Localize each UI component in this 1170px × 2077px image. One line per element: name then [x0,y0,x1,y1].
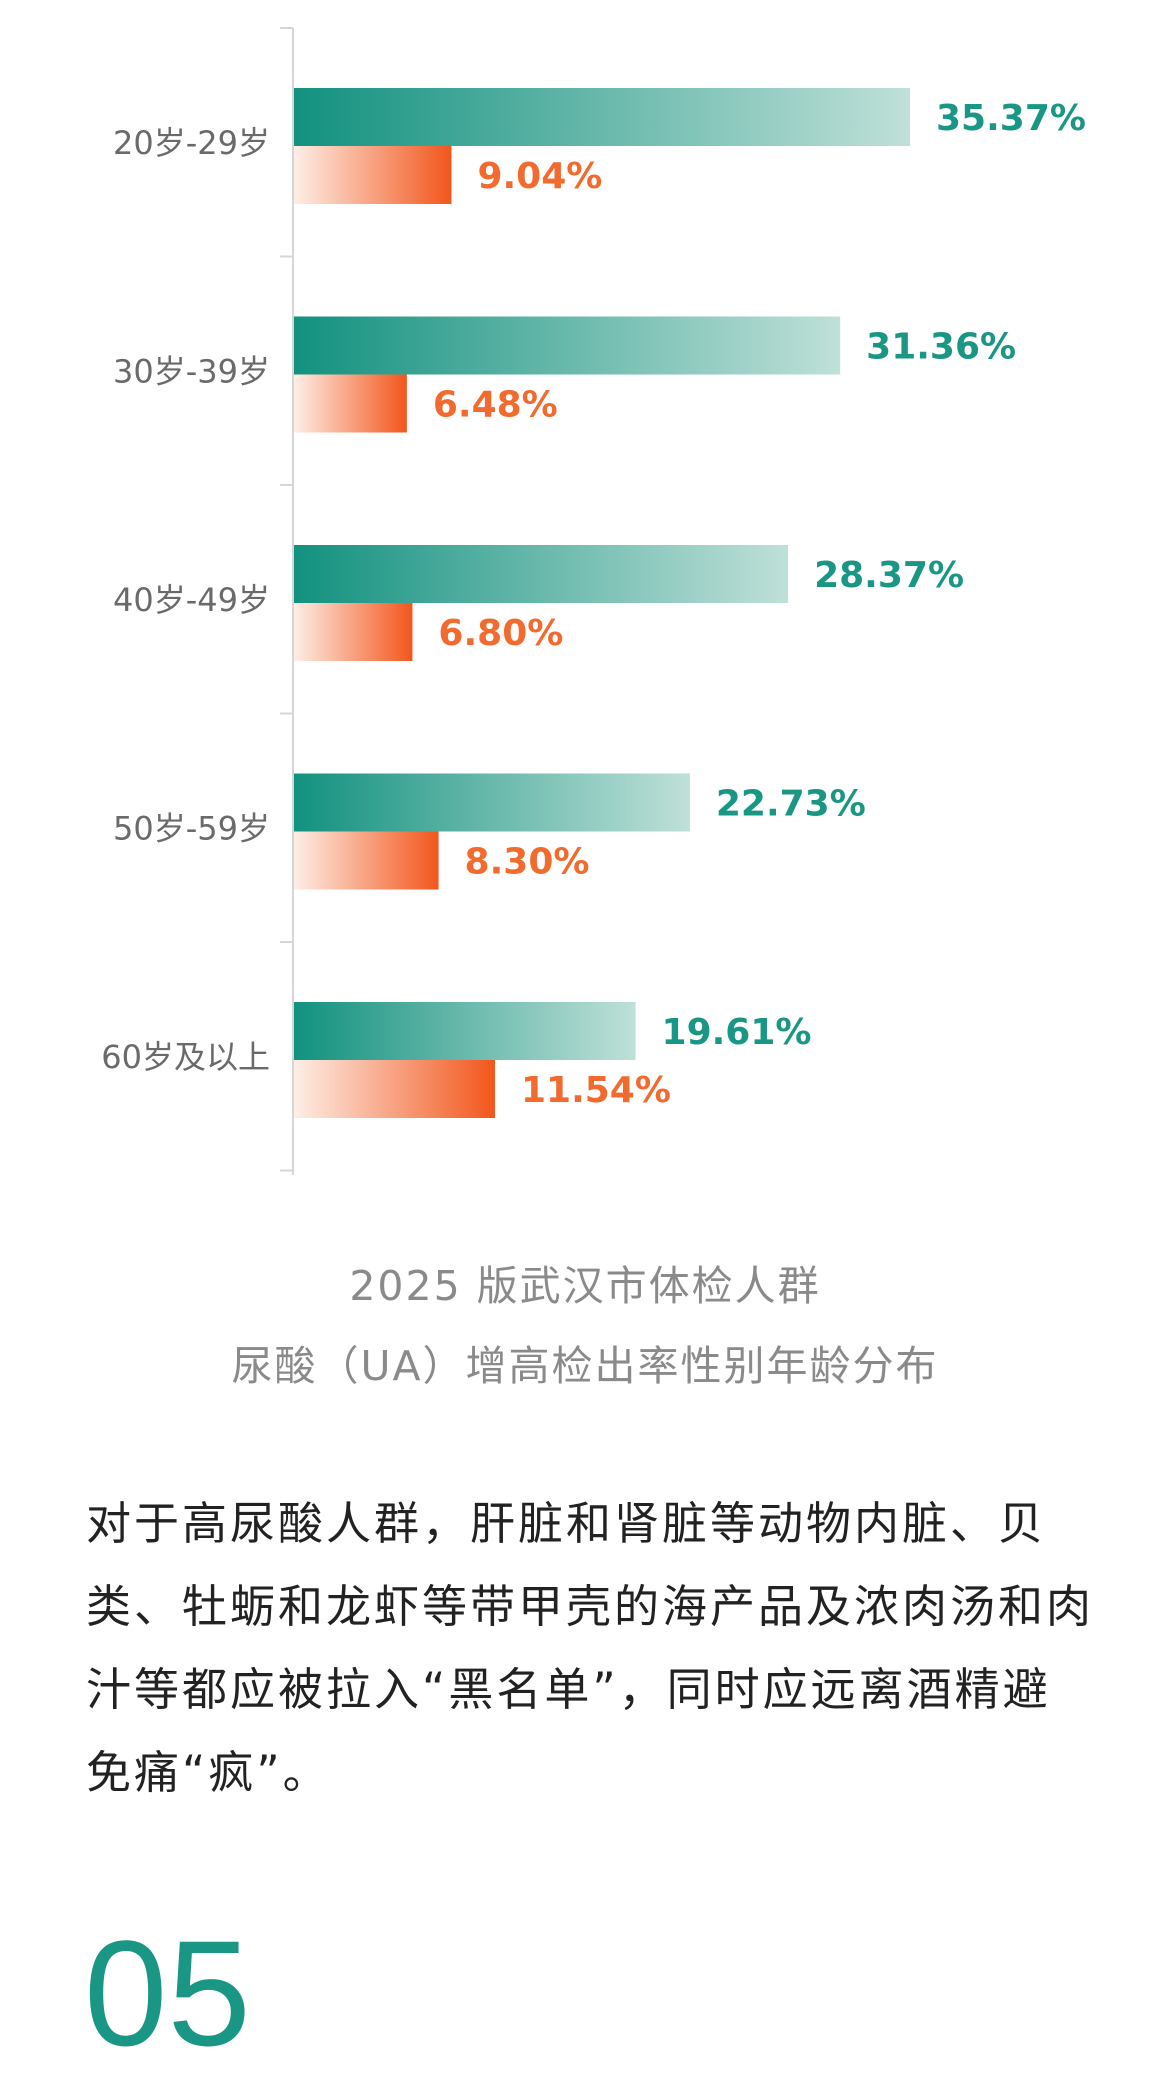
y-tick-label: 20岁-29岁 [113,124,270,162]
bar-series-1 [294,773,690,832]
data-label-series-1: 28.37% [814,555,964,596]
data-label-series-1: 31.36% [866,327,1016,368]
bar-series-1 [294,545,789,603]
bar-series-1 [294,316,841,375]
y-tick-label: 30岁-39岁 [113,353,270,391]
bar-chart: 20岁-29岁 35.37% 9.04% 30岁-39岁 31.36% 6.48% 40岁-… [101,27,1086,1175]
bar-series-2 [294,831,439,890]
chart-caption-line-1: 2025 版武汉市体检人群 [349,1262,821,1310]
bar-series-2 [294,603,413,661]
bar-series-2 [294,1060,495,1118]
chart-caption-line-2: 尿酸（UA）增高检出率性别年龄分布 [231,1342,939,1390]
data-label-series-2: 8.30% [465,842,590,883]
bar-series-1 [294,1002,636,1060]
y-tick-label: 50岁-59岁 [113,810,270,848]
bar-series-2 [294,374,407,433]
data-label-series-1: 22.73% [716,784,866,825]
data-label-series-1: 35.37% [936,98,1086,139]
data-label-series-2: 6.80% [438,613,563,654]
data-label-series-2: 11.54% [521,1070,671,1111]
y-tick-label: 40岁-49岁 [113,581,270,619]
y-tick-label: 60岁及以上 [101,1038,270,1076]
data-label-series-2: 6.48% [433,385,558,426]
bar-series-1 [294,88,910,146]
body-paragraph: 对于高尿酸人群，肝脏和肾脏等动物内脏、贝类、牡蛎和龙虾等带甲壳的海产品及浓肉汤和… [86,1497,1095,1799]
data-label-series-2: 9.04% [477,156,602,197]
section-number: 05 [84,1909,251,2077]
bar-series-2 [294,146,452,204]
data-label-series-1: 19.61% [662,1012,812,1053]
